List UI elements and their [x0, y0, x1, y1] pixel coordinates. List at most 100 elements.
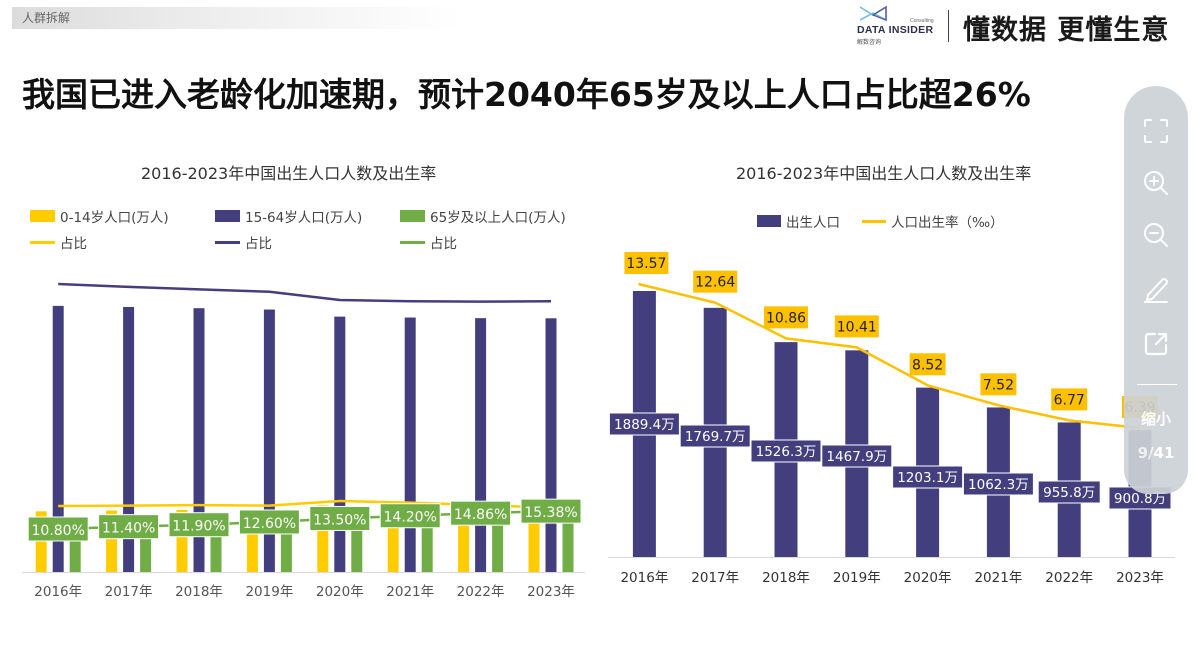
ratio-line-433F7F: [58, 282, 552, 303]
zoom-in-icon: [1144, 171, 1168, 195]
brand-header: Consulting DATA INSIDER 解数咨询 懂数据 更懂生意: [855, 4, 1195, 46]
data-label-box: [834, 315, 879, 338]
legend-item-birth-rate[interactable]: 人口出生率（‰）: [862, 211, 1004, 231]
data-label-ratio-65plus: 12.60%: [243, 516, 296, 532]
data-label-box: [450, 500, 512, 526]
x-tick-label: 2016年: [620, 570, 668, 586]
data-label-box: [892, 465, 964, 489]
bar-age-65plus: [421, 519, 433, 572]
data-label-box: [750, 439, 822, 463]
pencil-icon: [1144, 278, 1168, 303]
bar-age-0-14: [528, 511, 540, 572]
legend-label: 占比: [430, 236, 457, 252]
x-tick-label: 2022年: [457, 584, 505, 600]
legend-label: 0-14岁人口(万人): [60, 210, 169, 226]
bar-age-15-64: [123, 306, 135, 572]
bar-age-15-64: [52, 305, 64, 572]
data-label-box: [909, 353, 946, 376]
bar-age-15-64: [545, 318, 557, 572]
x-tick-label: 2016年: [34, 584, 82, 600]
legend-swatch-purple: [757, 215, 781, 227]
birth-rate-line: [638, 282, 1141, 430]
page-indicator: 9/41: [1137, 444, 1175, 462]
legend-line-purple: [215, 240, 240, 244]
share-button[interactable]: [1138, 326, 1174, 362]
bar-age-0-14: [106, 510, 118, 572]
x-tick-label: 2018年: [762, 570, 810, 586]
bar-age-0-14: [246, 510, 258, 572]
legend-item-ratio-yellow[interactable]: 占比: [30, 232, 87, 252]
data-label-ratio-65plus: 11.40%: [102, 521, 155, 537]
bar-age-0-14: [176, 509, 188, 572]
data-label-box: [693, 270, 738, 293]
brand-slogan: 懂数据 更懂生意: [963, 15, 1170, 46]
data-label-birth-rate: 13.57: [626, 256, 666, 272]
data-label-births: 1769.7万: [685, 429, 746, 445]
bar-age-15-64: [263, 309, 275, 572]
annotate-button[interactable]: [1138, 271, 1174, 307]
legend-item-ratio-green[interactable]: 占比: [400, 232, 457, 252]
left-chart-plot: 2016年 2017年 2018年 2019年 2020年 2021年 2022年 2023年…: [22, 282, 585, 600]
brand-subname: 解数咨询: [857, 39, 882, 46]
data-label-box: [309, 505, 371, 531]
data-label-births: 1062.3万: [968, 477, 1029, 493]
data-label-box: [679, 424, 751, 448]
right-chart-plot: 2016年 2017年 2018年 2019年 2020年 2021年 2022年 2023年…: [608, 252, 1175, 586]
legend-label: 占比: [245, 236, 272, 252]
data-label-box: [608, 412, 680, 436]
bar-age-65plus: [351, 521, 363, 572]
legend-line-yellow: [30, 240, 55, 244]
viewer-toolbar: 缩小 9/41: [1124, 86, 1188, 494]
brand-divider: [948, 10, 949, 42]
toolbar-separator: [1137, 384, 1177, 385]
data-label-births: 1526.3万: [756, 444, 817, 460]
shrink-button[interactable]: 缩小: [1140, 410, 1171, 428]
legend-item-births[interactable]: 出生人口: [757, 211, 840, 231]
legend-item-0-14[interactable]: 0-14岁人口(万人): [30, 206, 169, 226]
bar-age-65plus: [69, 532, 81, 572]
bar-age-15-64: [475, 318, 487, 572]
legend-swatch-green: [400, 210, 425, 222]
data-label-birth-rate: 7.52: [983, 377, 1014, 393]
legend-line-green: [400, 240, 425, 244]
legend-swatch-purple: [215, 210, 240, 222]
x-tick-label: 2020年: [904, 570, 952, 586]
data-label-birth-rate: 10.86: [766, 310, 806, 326]
data-label-ratio-65plus: 15.38%: [524, 505, 577, 521]
data-label-box: [520, 498, 582, 524]
x-tick-label: 2019年: [833, 570, 881, 586]
data-label-birth-rate: 8.52: [912, 357, 943, 373]
bar-age-0-14: [458, 508, 470, 572]
legend-label: 65岁及以上人口(万人): [430, 210, 566, 226]
data-label-ratio-65plus: 10.80%: [32, 523, 85, 539]
bar-age-0-14: [35, 511, 47, 572]
zoom-out-button[interactable]: [1138, 217, 1174, 253]
brand-logo: Consulting DATA INSIDER 解数咨询: [855, 4, 935, 46]
data-label-births: 1467.9万: [826, 449, 887, 465]
legend-item-ratio-purple[interactable]: 占比: [215, 232, 272, 252]
data-label-births: 1203.1万: [897, 470, 958, 486]
zoom-in-button[interactable]: [1138, 165, 1174, 201]
bar-age-15-64: [193, 308, 205, 572]
x-tick-label: 2019年: [245, 584, 293, 600]
data-label-box: [1037, 480, 1101, 504]
data-label-birth-rate: 6.77: [1054, 392, 1085, 408]
data-label-box: [980, 373, 1017, 396]
data-label-box: [624, 252, 669, 274]
legend-item-15-64[interactable]: 15-64岁人口(万人): [215, 206, 362, 226]
bar-age-0-14: [387, 506, 399, 572]
x-tick-label: 2017年: [691, 570, 739, 586]
data-label-box: [379, 503, 441, 529]
x-tick-label: 2023年: [1116, 570, 1164, 586]
fullscreen-icon: [1144, 119, 1168, 143]
fullscreen-button[interactable]: [1138, 113, 1174, 149]
bar-age-15-64: [404, 317, 416, 572]
bar-age-65plus: [210, 528, 222, 572]
data-label-ratio-65plus: 14.86%: [454, 507, 507, 523]
data-label-birth-rate: 10.41: [837, 319, 877, 335]
legend-item-65plus[interactable]: 65岁及以上人口(万人): [400, 206, 566, 226]
share-icon: [1144, 332, 1168, 356]
legend-label: 出生人口: [786, 215, 840, 231]
data-label-births: 1889.4万: [614, 417, 675, 433]
data-label-box: [1051, 388, 1088, 411]
